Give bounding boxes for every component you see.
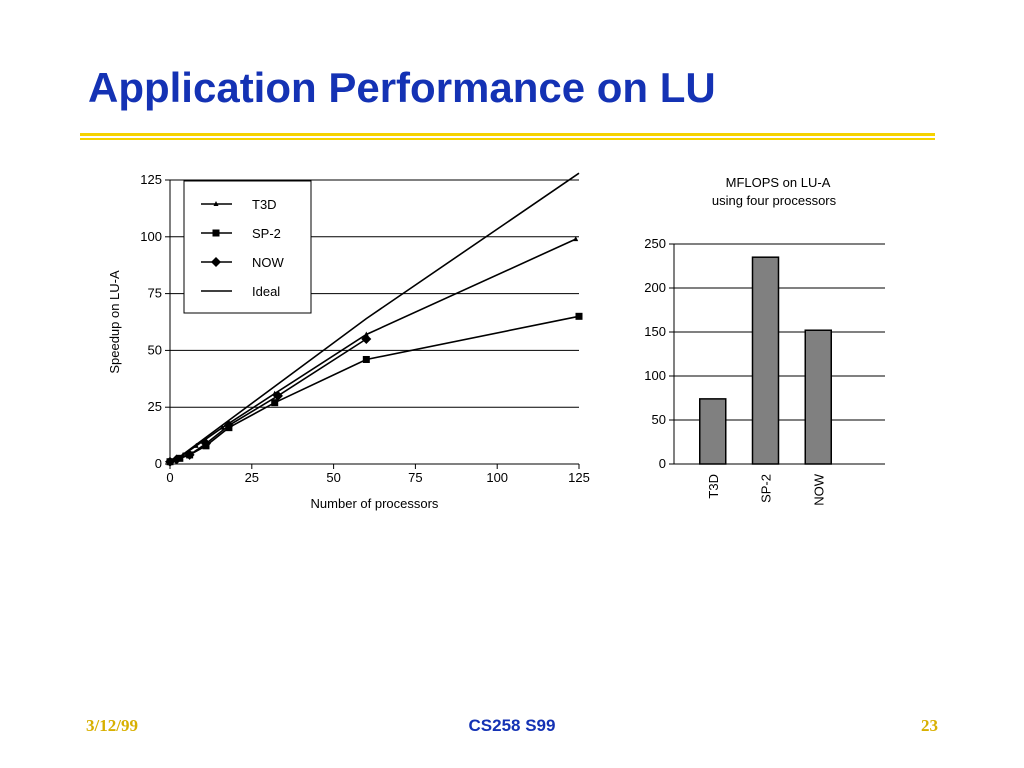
category-label: NOW (811, 473, 826, 506)
series-line-ideal (169, 172, 580, 465)
data-point-t3d (363, 331, 369, 337)
y-tick-label: 25 (148, 399, 162, 414)
bar-now (804, 329, 832, 465)
category-label: SP-2 (759, 474, 774, 503)
data-point-now (361, 334, 372, 345)
x-tick-label: 25 (245, 470, 259, 485)
footer-page-number: 23 (921, 716, 938, 735)
y-axis-label: Speedup on LU-A (107, 270, 122, 374)
x-tick-label: 125 (568, 470, 590, 485)
bar-t3d (699, 398, 727, 465)
slide-title: Application Performance on LU (88, 64, 716, 111)
legend-marker (212, 229, 220, 237)
x-tick-label: 100 (486, 470, 508, 485)
speedup-line-chart: 0 25 50 75 100 125 0 25 50 75 100 125 Number of proc… (107, 172, 590, 511)
mflops-bar-chart: MFLOPS on LU-A using four processors 0 50 10… (644, 175, 885, 506)
legend-marker (211, 257, 221, 267)
legend-label: SP-2 (252, 226, 281, 241)
y-tick-label: 50 (652, 412, 666, 427)
legend-label: Ideal (252, 284, 280, 299)
x-axis-label: Number of processors (311, 496, 439, 511)
footer-course: CS258 S99 (468, 716, 556, 735)
legend-box (183, 180, 312, 314)
y-tick-label: 125 (140, 172, 162, 187)
title-underline (80, 133, 935, 136)
y-tick-label: 0 (155, 456, 162, 471)
x-tick-label: 50 (326, 470, 340, 485)
x-tick-label: 75 (408, 470, 422, 485)
category-label: T3D (706, 474, 721, 499)
footer-date: 3/12/99 (86, 716, 138, 735)
series-line-sp-2 (169, 315, 580, 463)
y-tick-label: 75 (148, 286, 162, 301)
data-point-sp-2 (271, 399, 279, 407)
data-point-sp-2 (575, 312, 583, 320)
bar-chart-subtitle: using four processors (712, 193, 837, 208)
data-point-t3d (219, 424, 225, 430)
data-point-sp-2 (362, 355, 370, 363)
data-point-now (184, 449, 195, 460)
data-point-now (272, 390, 283, 401)
legend-label: NOW (252, 255, 285, 270)
legend-marker (213, 201, 219, 206)
bar-chart-title: MFLOPS on LU-A (726, 175, 831, 190)
data-point-now (200, 438, 211, 449)
y-tick-label: 250 (644, 236, 666, 251)
title-underline-secondary (80, 138, 935, 140)
x-tick-label: 0 (166, 470, 173, 485)
legend-label: T3D (252, 197, 277, 212)
data-point-t3d (573, 236, 579, 242)
y-tick-label: 200 (644, 280, 666, 295)
y-tick-label: 100 (644, 368, 666, 383)
y-tick-label: 50 (148, 342, 162, 357)
y-tick-label: 0 (659, 456, 666, 471)
y-tick-label: 150 (644, 324, 666, 339)
y-tick-label: 100 (140, 229, 162, 244)
bar-sp-2 (751, 256, 780, 465)
